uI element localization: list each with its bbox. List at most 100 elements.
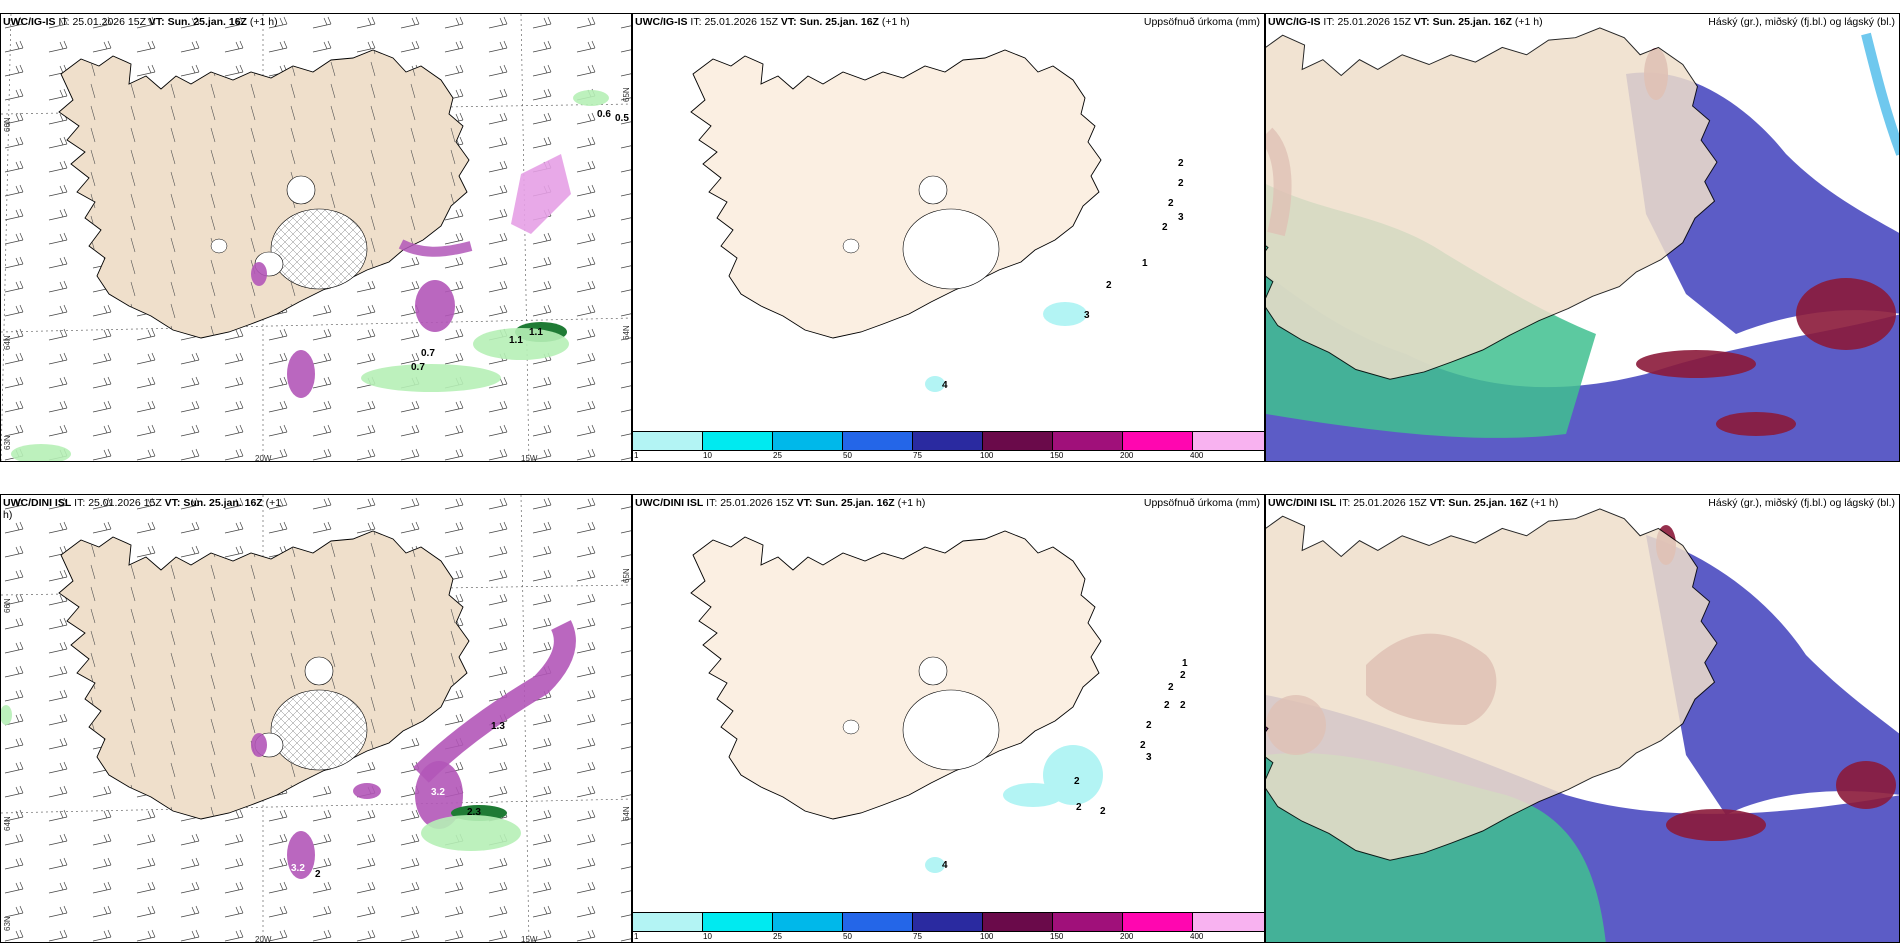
accumulated-precip-map [690, 530, 1103, 873]
vt-value: Sun. 25.jan. 16Z [1448, 497, 1528, 509]
colorbar-segment [843, 913, 913, 931]
vt-label: VT: [1413, 16, 1430, 28]
lead-time: (+1 h) [249, 16, 278, 28]
precip-value-label: 0.7 [411, 362, 425, 373]
panel-bottom-right-clouds: UWC/DINI ISL IT: 25.01.2026 15Z VT: Sun.… [1265, 494, 1900, 943]
it-value: 25.01.2026 15Z [1353, 497, 1427, 509]
precip-value-label: 3.2 [431, 787, 445, 798]
vt-label: VT: [780, 16, 797, 28]
precip-value-label: 2.3 [467, 807, 481, 818]
colorbar-segment [1123, 432, 1193, 450]
precip-value-label: 3.2 [291, 863, 305, 874]
colorbar-tick: 50 [843, 932, 852, 941]
contour-label: 4 [942, 860, 948, 871]
panel-header: UWC/DINI ISL IT: 25.01.2026 15Z VT: Sun.… [635, 497, 925, 509]
map-title: Háský (gr.), miðský (fj.bl.) og lágský (… [1708, 497, 1895, 509]
colorbar-segment [1053, 913, 1123, 931]
model-name: UWC/DINI ISL [3, 497, 72, 509]
colorbar-tick: 25 [773, 932, 782, 941]
colorbar-segment [703, 913, 773, 931]
contour-label: 4 [942, 380, 948, 391]
colorbar-segment [913, 432, 983, 450]
panel-top-right-clouds: UWC/IG-IS IT: 25.01.2026 15Z VT: Sun. 25… [1265, 13, 1900, 462]
colorbar-tick: 75 [913, 451, 922, 460]
lat-label-66n: 66N [3, 598, 12, 613]
cloud-cover-map [1266, 495, 1899, 942]
precip-value-label: 2 [315, 869, 321, 880]
colorbar-segment [843, 432, 913, 450]
contour-label: 2 [1076, 802, 1082, 813]
colorbar-segment [773, 913, 843, 931]
lead-time: (+1 h) [1530, 497, 1559, 509]
lat-label-63n: 63N [3, 916, 12, 931]
it-value: 25.01.2026 15Z [1337, 16, 1411, 28]
colorbar-ticks: 1 10 25 50 75 100 150 200 400 [633, 451, 1264, 461]
contour-label: 2 [1168, 682, 1174, 693]
contour-label: 2 [1180, 670, 1186, 681]
panel-top-left-wind-precip: UWC/IG-IS IT: 25.01.2026 15Z VT: Sun. 25… [0, 13, 632, 462]
precip-value-label: 0.6 [597, 109, 611, 120]
contour-label: 3 [1178, 212, 1184, 223]
vt-value: Sun. 25.jan. 16Z [815, 497, 895, 509]
contour-label: 3 [1084, 310, 1090, 321]
contour-label: 2 [1162, 222, 1168, 233]
right-lat-label-65n: 65N [622, 568, 631, 583]
map-title: Uppsöfnuð úrkoma (mm) [1143, 16, 1260, 28]
panel-header: UWC/DINI ISL IT: 25.01.2026 15Z VT: Sun.… [3, 497, 293, 521]
colorbar-tick: 25 [773, 451, 782, 460]
colorbar-tick: 400 [1190, 451, 1204, 460]
contour-label: 3 [1146, 752, 1152, 763]
colorbar-tick: 50 [843, 451, 852, 460]
colorbar-segment [1123, 913, 1193, 931]
model-name: UWC/IG-IS [635, 16, 688, 28]
precip-value-label: 0.5 [615, 113, 629, 124]
contour-label: 2 [1180, 700, 1186, 711]
precip-colorbar [633, 912, 1264, 932]
precip-value-label: 1.1 [529, 327, 543, 338]
precip-value-label: 1.3 [491, 721, 505, 732]
vt-label: VT: [796, 497, 813, 509]
colorbar-tick: 150 [1050, 932, 1064, 941]
lead-time: (+1 [265, 497, 282, 509]
it-value: 25.01.2026 15Z [88, 497, 162, 509]
colorbar-segment [1053, 432, 1123, 450]
it-label: IT: [690, 16, 702, 28]
lead-time-cont: h) [3, 509, 13, 521]
colorbar-tick: 100 [980, 451, 994, 460]
vt-label: VT: [164, 497, 181, 509]
cloud-cover-map [1266, 14, 1899, 461]
lead-time: (+1 h) [1514, 16, 1543, 28]
lead-time: (+1 h) [897, 497, 926, 509]
vt-value: Sun. 25.jan. 16Z [799, 16, 879, 28]
lon-label-15w: 15W [521, 935, 538, 943]
lat-label-64n: 64N [3, 816, 12, 831]
contour-label: 2 [1178, 178, 1184, 189]
panel-top-mid-accumulated-precip: UWC/IG-IS IT: 25.01.2026 15Z VT: Sun. 25… [632, 13, 1265, 462]
panel-bottom-left-wind-precip: UWC/DINI ISL IT: 25.01.2026 15Z VT: Sun.… [0, 494, 632, 943]
colorbar-tick: 1 [634, 451, 639, 460]
it-label: IT: [74, 497, 86, 509]
contour-label: 2 [1178, 158, 1184, 169]
colorbar-tick: 400 [1190, 932, 1204, 941]
colorbar-segment [983, 913, 1053, 931]
it-label: IT: [706, 497, 718, 509]
model-name: UWC/DINI ISL [1268, 497, 1337, 509]
vt-value: Sun. 25.jan. 16Z [167, 16, 247, 28]
panel-header: UWC/IG-IS IT: 25.01.2026 15Z VT: Sun. 25… [3, 16, 278, 28]
colorbar-segment [1193, 913, 1264, 931]
colorbar-segment [633, 913, 703, 931]
colorbar-tick: 1 [634, 932, 639, 941]
contour-label: 1 [1182, 658, 1188, 669]
colorbar-segment [703, 432, 773, 450]
model-name: UWC/IG-IS [3, 16, 56, 28]
panel-bottom-mid-accumulated-precip: UWC/DINI ISL IT: 25.01.2026 15Z VT: Sun.… [632, 494, 1265, 943]
colorbar-tick: 10 [703, 451, 712, 460]
colorbar-segment [1193, 432, 1264, 450]
map-title: Háský (gr.), miðský (fj.bl.) og lágský (… [1708, 16, 1895, 28]
right-lat-label-64n: 64N [622, 325, 631, 340]
contour-label: 2 [1140, 740, 1146, 751]
model-name: UWC/DINI ISL [635, 497, 704, 509]
panel-header: UWC/IG-IS IT: 25.01.2026 15Z VT: Sun. 25… [635, 16, 910, 28]
it-label: IT: [58, 16, 70, 28]
it-value: 25.01.2026 15Z [720, 497, 794, 509]
